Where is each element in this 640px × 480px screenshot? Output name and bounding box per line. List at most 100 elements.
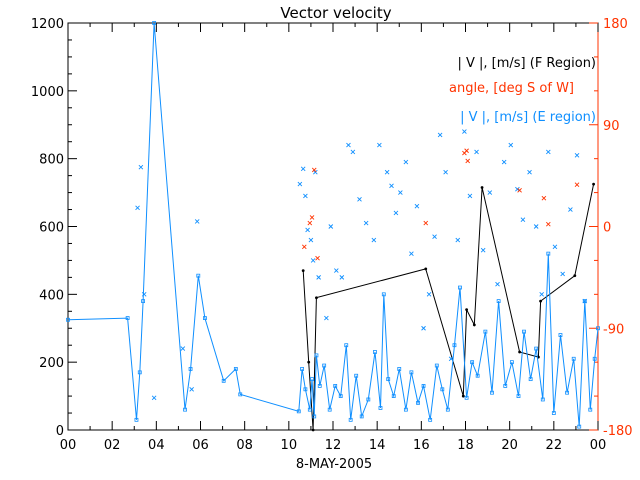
f-region-point (539, 299, 542, 303)
y2-tick-label: 0 (603, 221, 611, 236)
e-region-point (409, 370, 414, 375)
plot-area: 00 02 04 06 08 10 12 14 16 18 20 22 0002004006008001… (31, 17, 633, 453)
e-region-point (452, 343, 457, 348)
e-region-point (416, 400, 420, 405)
e-region-outlier-point (371, 237, 377, 243)
angle-point (309, 215, 315, 220)
e-region-point (496, 299, 501, 304)
e-region-outlier-point (194, 219, 200, 224)
e-region-point (327, 407, 332, 412)
x-tick-label: 12 (325, 438, 342, 453)
angle-point (315, 255, 320, 261)
angle-point (517, 188, 522, 193)
e-region-point (397, 367, 402, 371)
e-region-point (503, 384, 508, 388)
e-region-outlier-point (533, 224, 539, 229)
e-region-point (317, 384, 322, 388)
e-region-point (458, 285, 462, 290)
f-region-point (301, 269, 305, 272)
e-region-point (551, 411, 556, 415)
y-tick-label: 1000 (31, 85, 64, 100)
e-region-outlier-point (574, 152, 580, 158)
e-region-outlier-point (333, 268, 339, 273)
e-region-outlier-point (339, 275, 345, 280)
e-region-outlier-point (568, 207, 573, 212)
e-region-point (445, 407, 450, 412)
e-region-point (596, 326, 600, 331)
y-tick-label: 400 (39, 288, 64, 303)
e-region-point (421, 384, 426, 388)
e-region-outlier-point (520, 217, 526, 223)
e-region-outlier-point (398, 190, 403, 195)
e-region-outlier-point (363, 220, 369, 226)
e-region-point (238, 392, 243, 397)
e-region-point (134, 417, 139, 422)
y-tick-label: 1200 (31, 17, 64, 32)
x-tick-label: 14 (369, 438, 386, 453)
f-region-point (461, 394, 465, 398)
e-region-outlier-point (527, 169, 532, 175)
e-region-outlier-point (455, 237, 461, 243)
e-region-outlier-point (303, 193, 308, 199)
e-region-outlier-point (462, 129, 467, 134)
f-region-point (472, 323, 476, 327)
e-region-point (196, 273, 201, 278)
x-tick-label: 00 (60, 438, 77, 453)
e-region-point (307, 407, 312, 412)
x-tick-label: 16 (413, 438, 430, 453)
e-region-point (381, 292, 386, 297)
e-region-point (137, 370, 142, 375)
e-region-point (558, 333, 563, 337)
f-region-point (311, 428, 315, 432)
e-region-outlier-point (377, 142, 382, 148)
e-region-outlier-point (297, 181, 303, 187)
y-tick-label: 200 (39, 356, 64, 371)
e-region-outlier-point (300, 166, 306, 172)
e-region-outlier-point (501, 159, 507, 165)
x-tick-label: 04 (148, 438, 165, 453)
x-tick-label: 10 (281, 438, 298, 453)
x-axis-label: 8-MAY-2005 (296, 457, 372, 472)
e-region-outlier-point (409, 251, 414, 256)
e-region-point (391, 394, 396, 398)
e-region-outlier-point (421, 325, 426, 331)
e-region-outlier-point (305, 227, 310, 233)
e-region-outlier-point (437, 132, 443, 138)
angle-point (423, 220, 429, 226)
e-region-point (221, 378, 226, 383)
e-region-point (338, 394, 343, 398)
e-region-outlier-point (180, 346, 186, 351)
f-region-point (518, 350, 522, 354)
f-region-point (465, 308, 469, 311)
e-region-point (588, 407, 593, 412)
e-region-outlier-point (443, 169, 448, 175)
f-region-point (424, 267, 428, 271)
e-region-outlier-point (308, 237, 314, 243)
e-region-outlier-point (515, 186, 520, 192)
e-region-outlier-point (313, 169, 318, 175)
e-region-point (183, 407, 187, 412)
e-region-point (464, 395, 469, 400)
e-region-point (300, 367, 304, 371)
e-region-point (296, 409, 301, 414)
e-region-point (440, 387, 445, 392)
e-region-point (303, 387, 308, 392)
e-region-point (571, 356, 576, 361)
e-region-point (516, 394, 521, 398)
e-region-point (152, 21, 157, 25)
x-tick-label: 08 (236, 438, 253, 453)
e-region-outlier-point (135, 205, 140, 211)
e-region-point (582, 299, 587, 304)
y2-tick-label: -180 (603, 424, 633, 439)
e-region-outlier-point (582, 298, 588, 304)
y-tick-label: 600 (39, 221, 64, 236)
e-region-outlier-point (403, 159, 409, 165)
e-region-outlier-point (495, 281, 500, 287)
f-region-point (592, 182, 595, 186)
x-tick-label: 00 (590, 438, 607, 453)
x-tick-label: 20 (501, 438, 518, 453)
f-region-point (573, 274, 577, 278)
e-region-outlier-point (560, 271, 565, 277)
angle-point (541, 195, 547, 201)
